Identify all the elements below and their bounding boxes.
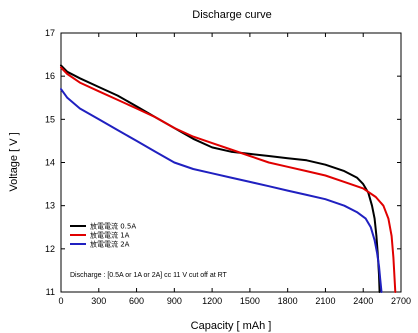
- x-tick-label: 900: [167, 296, 182, 306]
- y-tick-label: 15: [45, 114, 55, 124]
- y-tick-label: 16: [45, 71, 55, 81]
- legend-label: 放電電流 0.5A: [90, 222, 136, 231]
- x-axis: 0 300 600 900 1200 1500 1800 2100 2400 2700: [58, 33, 411, 306]
- x-tick-label: 1200: [202, 296, 222, 306]
- y-tick-label: 17: [45, 28, 55, 38]
- y-tick-label: 13: [45, 201, 55, 211]
- y-tick-label: 14: [45, 158, 55, 168]
- y-tick-label: 12: [45, 244, 55, 254]
- chart-annotation: Discharge : [0.5A or 1A or 2A] cc 11 V c…: [70, 272, 228, 279]
- x-tick-label: 2400: [353, 296, 373, 306]
- x-tick-label: 2700: [391, 296, 411, 306]
- x-tick-label: 0: [58, 296, 63, 306]
- x-tick-label: 300: [91, 296, 106, 306]
- y-axis-label: Voltage [ V ]: [8, 132, 20, 191]
- legend-label: 放電電流 1A: [90, 231, 130, 240]
- y-tick-label: 11: [46, 287, 55, 297]
- series-line-0: [60, 64, 381, 293]
- y-axis: 11 12 13 14 15 16 17: [45, 28, 401, 297]
- chart-title: Discharge curve: [192, 9, 271, 21]
- x-tick-label: 2100: [315, 296, 335, 306]
- plot-frame: [60, 32, 402, 293]
- legend-label: 放電電流 2A: [90, 240, 130, 249]
- x-tick-label: 1800: [278, 296, 298, 306]
- x-axis-label: Capacity [ mAh ]: [191, 320, 272, 332]
- x-tick-label: 1500: [240, 296, 260, 306]
- series-lines: [60, 64, 397, 293]
- series-line-1: [60, 66, 397, 293]
- x-tick-label: 600: [129, 296, 144, 306]
- series-line-2: [60, 88, 383, 293]
